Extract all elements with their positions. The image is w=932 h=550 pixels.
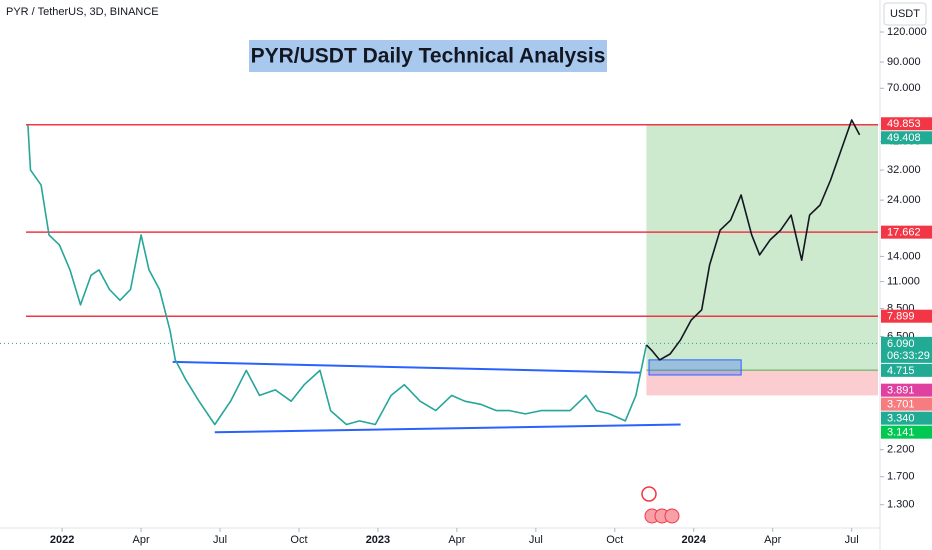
price-tag-box [881, 397, 932, 411]
x-tick-label: 2023 [366, 534, 390, 546]
price-tag: 7.899 [881, 309, 932, 323]
x-tick-label: 2022 [50, 534, 74, 546]
y-tick-label: 14.000 [887, 250, 921, 262]
x-tick-label: 2024 [682, 534, 707, 546]
price-tag-box [881, 383, 932, 397]
x-tick-label: Oct [290, 534, 307, 546]
y-tick-label: 32.000 [887, 164, 921, 176]
currency-button[interactable] [883, 2, 927, 26]
trendline [214, 423, 681, 434]
price-tag-label: 49.408 [887, 132, 921, 144]
symbol-label: PYR / TetherUS, 3D, BINANCE [6, 6, 159, 18]
price-tag-label: 3.141 [887, 427, 915, 439]
event-icon[interactable] [664, 508, 680, 524]
price-line [645, 119, 861, 361]
target-zone [646, 124, 878, 371]
price-tag-box [881, 225, 932, 239]
price-tag: 4.715 [881, 363, 932, 377]
trendline [172, 360, 642, 374]
price-tag-label: 49.853 [887, 118, 921, 130]
y-tick-label: 1.700 [887, 471, 915, 483]
price-tag-box [881, 309, 932, 323]
price-tag-box [881, 411, 932, 425]
entry-box [648, 359, 742, 376]
price-tag: 49.853 [881, 117, 932, 131]
price-tag-label: 4.715 [887, 365, 915, 377]
y-tick-label: 1.300 [887, 499, 915, 511]
price-tag: 3.891 [881, 383, 932, 397]
price-tag-box [881, 117, 932, 131]
price-tag-box [881, 363, 932, 377]
y-tick-label: 120.000 [887, 26, 927, 38]
y-tick-label: 11.000 [887, 276, 920, 288]
price-tag: 3.141 [881, 425, 932, 439]
price-tag-label: 7.899 [887, 311, 915, 323]
price-tag-label: 17.662 [887, 227, 921, 239]
y-tick-label: 70.000 [887, 82, 921, 94]
x-tick-label: Apr [133, 534, 150, 546]
event-icon[interactable] [641, 486, 657, 502]
price-tag: 17.662 [881, 225, 932, 239]
x-tick-label: Apr [448, 534, 465, 546]
price-tag-label: 3.891 [887, 385, 915, 397]
price-line [27, 124, 648, 426]
price-tag-label: 3.701 [887, 399, 915, 411]
price-tag-label: 3.340 [887, 413, 915, 425]
currency-label[interactable]: USDT [890, 8, 920, 20]
price-tag-box [881, 336, 932, 363]
x-tick-label: Jul [529, 534, 543, 546]
price-tag: 3.340 [881, 411, 932, 425]
title-box [249, 40, 607, 72]
chart-title: PYR/USDT Daily Technical Analysis [251, 45, 606, 68]
x-tick-label: Oct [606, 534, 623, 546]
price-tag-sublabel: 06:33:29 [887, 350, 930, 362]
y-tick-label: 90.000 [887, 56, 921, 68]
price-tag-box [881, 131, 932, 145]
price-tag: 49.408 [881, 131, 932, 145]
price-tag: 3.701 [881, 397, 932, 411]
price-tag-label: 6.090 [887, 338, 915, 350]
stop-zone [646, 370, 878, 396]
x-tick-label: Jul [213, 534, 227, 546]
plot-area [0, 119, 878, 434]
x-tick-label: Apr [764, 534, 781, 546]
y-tick-label: 24.000 [887, 194, 921, 206]
x-tick-label: Jul [845, 534, 859, 546]
price-tag-box [881, 425, 932, 439]
y-tick-label: 2.200 [887, 444, 915, 456]
